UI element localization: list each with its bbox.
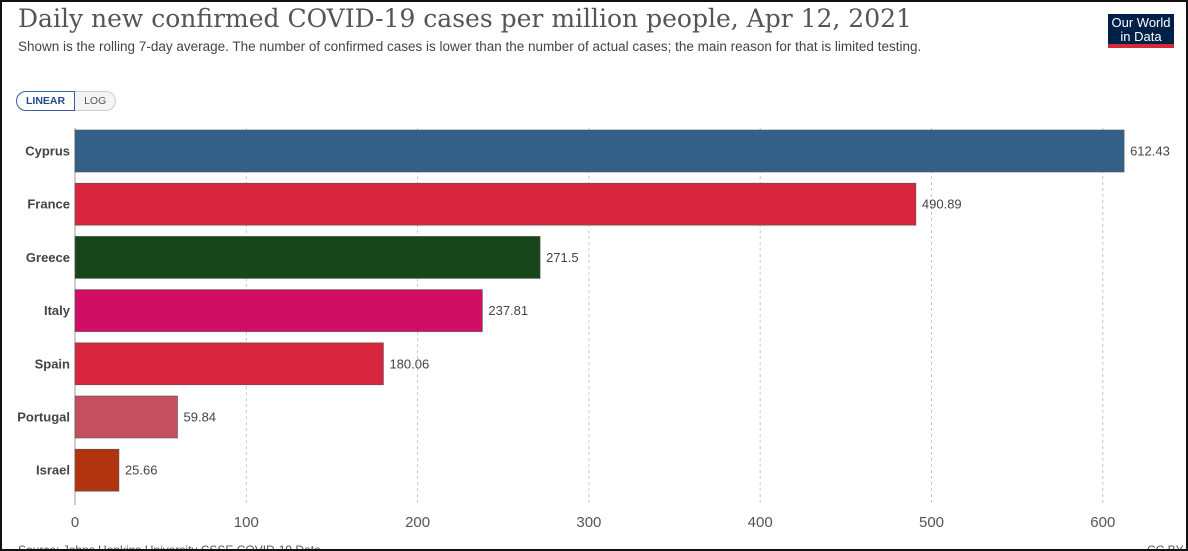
bar — [74, 395, 178, 439]
bar — [74, 342, 384, 386]
value-label: 271.5 — [546, 250, 579, 265]
value-label: 490.89 — [922, 197, 962, 212]
bar — [74, 129, 1125, 173]
category-label: Portugal — [17, 410, 70, 425]
logo-line-2: in Data — [1120, 29, 1162, 44]
x-tick-label: 0 — [71, 514, 79, 531]
log-scale-button[interactable]: LOG — [75, 91, 117, 111]
x-tick-label: 500 — [919, 514, 944, 531]
value-label: 180.06 — [389, 356, 429, 371]
license-note[interactable]: CC BY — [1147, 543, 1184, 551]
x-tick-label: 100 — [234, 514, 259, 531]
category-label: France — [27, 197, 70, 212]
category-label: Spain — [35, 356, 70, 371]
linear-scale-button[interactable]: LINEAR — [16, 91, 76, 111]
value-label: 59.84 — [184, 410, 217, 425]
bar — [74, 289, 483, 332]
value-label: 237.81 — [488, 303, 528, 318]
value-label: 25.66 — [125, 463, 158, 478]
owid-logo[interactable]: Our World in Data — [1108, 14, 1174, 48]
category-label: Italy — [44, 303, 71, 318]
bar — [74, 448, 120, 492]
category-label: Greece — [26, 250, 70, 265]
scale-toggle: LINEAR LOG — [16, 91, 117, 111]
x-tick-label: 200 — [405, 514, 430, 531]
bar — [74, 182, 917, 226]
logo-line-1: Our World — [1111, 15, 1171, 30]
source-note[interactable]: Source: Johns Hopkins University CSSE CO… — [18, 543, 321, 551]
chart-title: Daily new confirmed COVID-19 cases per m… — [18, 4, 912, 33]
category-label: Israel — [36, 463, 70, 478]
category-label: Cyprus — [25, 144, 70, 159]
bar — [74, 236, 541, 279]
chart-subtitle: Shown is the rolling 7-day average. The … — [18, 39, 922, 54]
x-tick-label: 300 — [576, 514, 601, 531]
x-tick-label: 600 — [1090, 514, 1115, 531]
value-label: 612.43 — [1130, 144, 1170, 159]
x-tick-label: 400 — [748, 514, 773, 531]
